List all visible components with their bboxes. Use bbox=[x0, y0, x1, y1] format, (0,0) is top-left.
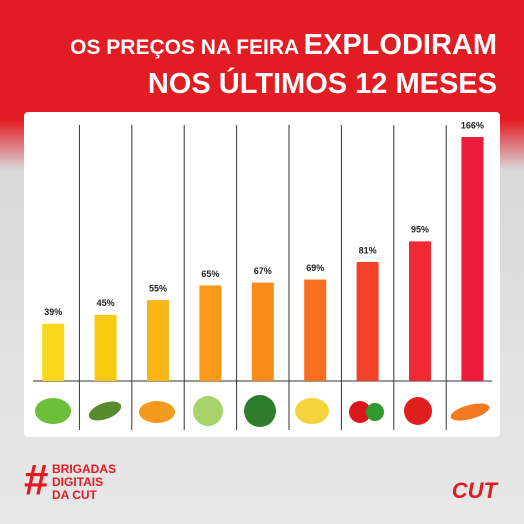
brigadas: BRIGADAS bbox=[52, 462, 116, 476]
bar bbox=[409, 241, 431, 381]
value-label: 67% bbox=[254, 266, 272, 276]
icons bbox=[35, 395, 490, 427]
title-part: EXPLODIRAM bbox=[303, 29, 497, 61]
value-label: 166% bbox=[461, 120, 484, 130]
title-line: OS PREÇOS NA FEIRA EXPLODIRAM bbox=[70, 28, 497, 67]
value-label: 39% bbox=[44, 307, 62, 317]
bar bbox=[461, 137, 484, 381]
value-label: 65% bbox=[201, 269, 219, 279]
bar bbox=[356, 261, 379, 381]
hash: # bbox=[24, 456, 48, 505]
value-label: 95% bbox=[411, 225, 429, 235]
value-label: 69% bbox=[306, 263, 324, 273]
value-label: 55% bbox=[149, 284, 167, 294]
bar bbox=[94, 314, 117, 381]
bar bbox=[147, 300, 169, 381]
brigadas: DA CUT bbox=[52, 488, 98, 502]
title-line: NOS ÚLTIMOS 12 MESES bbox=[147, 68, 497, 100]
value-label: 45% bbox=[97, 298, 115, 308]
value-label: 81% bbox=[359, 245, 377, 255]
title-part: OS PREÇOS NA FEIRA bbox=[70, 36, 300, 59]
bar bbox=[199, 285, 222, 381]
bar bbox=[251, 282, 274, 381]
brigadas: DIGITAIS bbox=[52, 475, 103, 489]
bar bbox=[304, 279, 327, 381]
title: OS PREÇOS NA FEIRA EXPLODIRAM NOS ÚLTIMO… bbox=[70, 28, 497, 101]
bar bbox=[42, 323, 65, 381]
logo: CUT bbox=[452, 478, 499, 503]
card bbox=[24, 112, 500, 437]
